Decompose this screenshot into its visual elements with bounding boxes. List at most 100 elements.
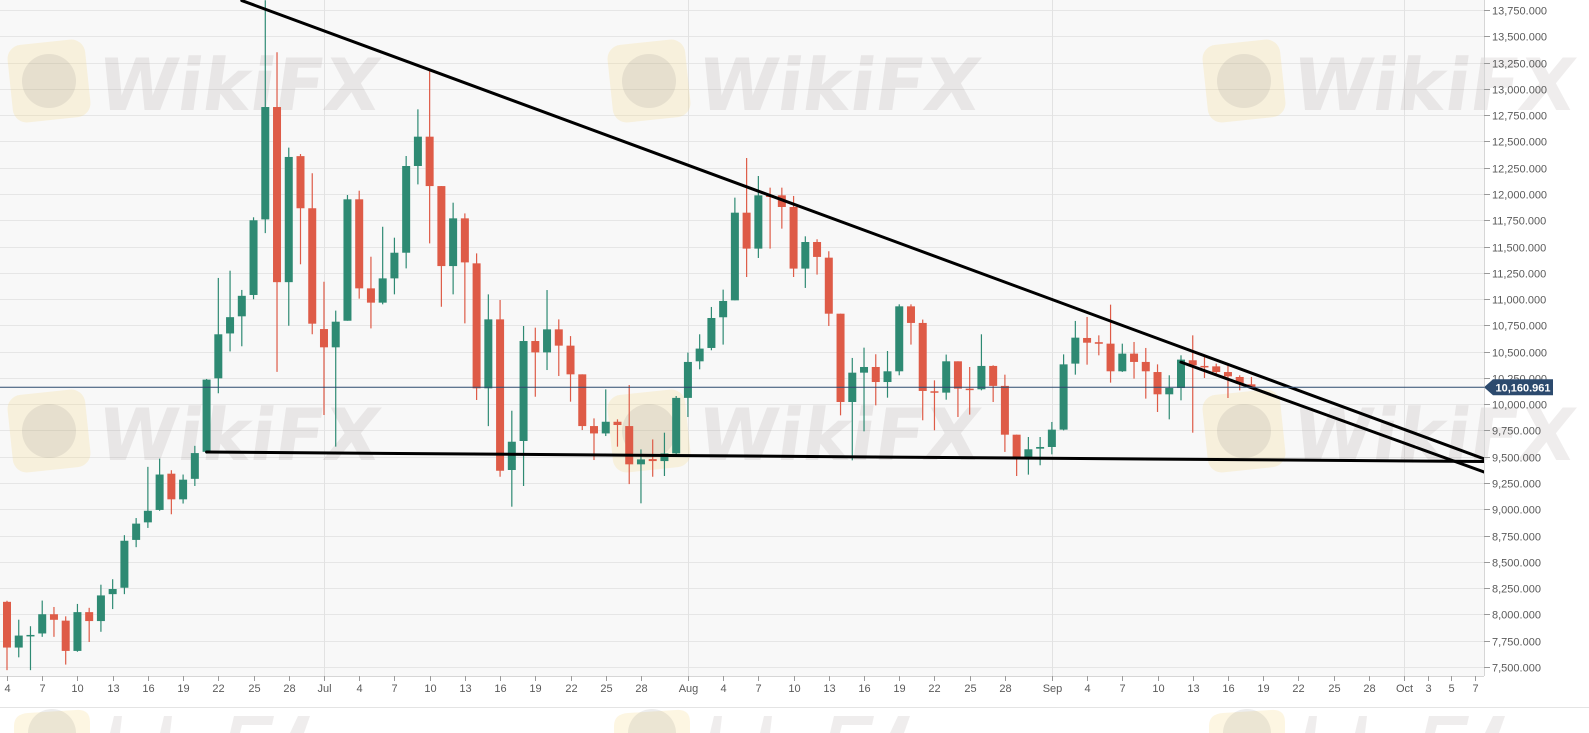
candle-up [108,579,117,610]
candle-down [472,253,481,400]
candle-up [883,351,892,398]
candle-body [695,348,704,362]
watermark-text-partial [110,716,310,733]
candle-up [261,0,270,234]
candle-up [507,410,516,507]
candle-down [355,190,364,299]
candle-body [719,300,728,318]
y-tick-label: 11,250.000 [1492,269,1546,281]
candle-down [648,439,657,477]
x-tick-label: 13 [107,683,119,695]
candle-up [1165,375,1174,420]
candle-down [366,256,375,329]
y-tick-label: 9,000.000 [1492,505,1541,517]
candle-body [590,426,598,434]
candle-body [273,107,282,283]
y-tick-label: 10,750.000 [1492,321,1547,333]
candle-down [836,313,845,416]
candle-up [155,458,164,511]
watermark-eagle-icon [1223,709,1271,733]
candle-up [14,619,23,658]
candle-body [1235,376,1244,384]
candle-body [507,441,516,471]
x-tick-label: 13 [1187,683,1199,695]
candle-body [1024,449,1033,457]
candle-up [226,270,235,352]
candle-up [519,325,528,486]
candle-down [319,281,328,416]
candle-body [73,612,82,651]
watermarks: WikiFX WikiFX WikiFX WikiFX WikiFX WikiFX [7,39,1581,733]
watermark-eagle-icon [622,404,676,458]
candle-body [813,241,822,257]
candle-up [1118,343,1127,372]
watermark-eagle-icon [628,709,676,733]
candle-up [730,197,739,301]
candle-body [14,635,23,648]
x-tick-label: 25 [964,683,976,695]
candle-up [860,347,869,432]
candle-body [366,288,375,303]
candle-body [636,459,645,465]
candle-body [742,212,751,249]
candle-down [531,327,540,397]
y-tick-label: 10,000.000 [1492,400,1547,412]
x-tick-label: 22 [928,683,940,695]
candle-down [1153,364,1162,412]
candle-down [742,158,751,278]
candle-down [49,606,58,637]
candle-body [167,473,176,500]
candle-down [1130,341,1139,379]
candle-body [413,136,422,166]
y-tick-label: 13,500.000 [1492,32,1547,44]
candle-down [871,354,880,406]
watermark-logo-badge [14,709,90,733]
wikifx-watermark: WikiFX [7,389,386,478]
candle-up [484,294,493,427]
watermark-text: WikiFX [1288,394,1581,478]
candle-body [977,365,986,390]
candle-body [871,366,880,383]
candle-body [1000,385,1009,435]
candle-up [942,354,951,400]
candle-down [167,470,176,515]
candle-body [1212,366,1221,373]
x-tick-label: 19 [177,683,189,695]
candle-body [730,212,739,301]
candle-up [449,202,458,295]
plot-background [0,0,1484,676]
candle-body [531,341,540,353]
x-tick-label: 28 [283,683,295,695]
candle-body [1177,359,1185,389]
candle-down [930,380,939,431]
candle-down [437,186,446,307]
candle-body [824,257,833,314]
candle-body [965,388,974,391]
candle-down [953,361,962,418]
candle-body [308,208,317,324]
candle-up [284,147,293,326]
x-tick-label: Sep [1043,683,1063,695]
watermark-eagle-icon [1217,54,1271,108]
candle-down [918,319,927,421]
candle-up [96,584,105,632]
y-tick-label: 9,750.000 [1492,426,1541,438]
x-tick-label: 3 [1425,683,1431,695]
current-price-tag [1484,379,1553,396]
candle-up [331,310,340,447]
watermark-text-partial [710,716,910,733]
y-tick-label: 11,750.000 [1492,216,1546,228]
candle-body [989,365,998,386]
y-tick-label: 8,250.000 [1492,584,1541,596]
candle-body [1071,337,1080,364]
candle-up [214,277,223,394]
wikifx-watermark-partial [14,709,310,733]
y-tick-label: 12,250.000 [1492,164,1547,176]
candle-up [73,603,82,652]
x-tick-label: 16 [494,683,506,695]
candle-body [61,620,70,651]
x-tick-label: 4 [720,683,726,695]
candle-body [1223,372,1232,377]
x-tick-label: 10 [788,683,800,695]
